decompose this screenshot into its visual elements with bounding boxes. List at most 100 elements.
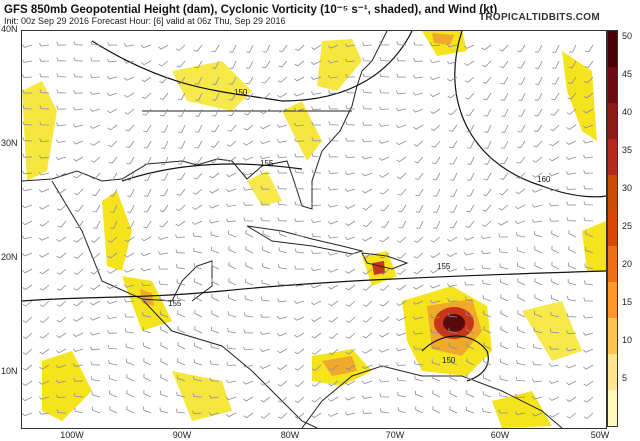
wind-barb	[294, 380, 305, 387]
wind-barb	[379, 332, 390, 338]
wind-barb	[533, 124, 543, 132]
wind-barb	[226, 140, 237, 147]
colorbar-segment	[608, 138, 617, 175]
wind-barb	[361, 155, 373, 160]
wind-barb	[243, 396, 254, 402]
wind-barb	[379, 172, 390, 178]
wind-barb	[143, 342, 152, 350]
wind-barb	[551, 230, 560, 238]
wind-barb	[141, 297, 152, 302]
wind-barb	[531, 395, 543, 400]
wind-barb	[328, 234, 339, 239]
wind-barb	[361, 172, 373, 177]
wind-barb	[246, 44, 254, 53]
wind-barb	[584, 60, 594, 68]
wind-barb	[245, 262, 254, 270]
wind-barb	[498, 409, 509, 414]
wind-barb	[431, 140, 441, 148]
wind-barb	[39, 89, 50, 94]
wind-barb	[534, 261, 543, 270]
wind-barb	[378, 364, 390, 368]
wind-barb	[500, 278, 509, 286]
contour-label: 155	[437, 262, 451, 271]
wind-barb	[226, 172, 237, 178]
wind-barb	[328, 186, 339, 191]
vorticity-patch	[432, 33, 454, 45]
wind-barb	[194, 309, 203, 318]
wind-barb	[260, 201, 271, 206]
wind-barb	[55, 156, 67, 160]
wind-barb	[311, 153, 322, 158]
wind-barb	[123, 60, 135, 64]
wind-barb	[159, 204, 169, 212]
wind-barb	[56, 268, 67, 275]
wind-barb	[550, 311, 560, 318]
wind-barb	[73, 300, 84, 307]
lon-label-50: 50W	[590, 430, 610, 440]
wind-barb	[585, 44, 594, 53]
vorticity-shading	[22, 31, 606, 428]
lat-label-20: 20N	[1, 252, 18, 262]
wind-barb	[531, 204, 543, 208]
wind-barb	[533, 230, 543, 238]
wind-barb	[175, 234, 186, 239]
wind-barb	[466, 390, 475, 398]
wind-barb	[192, 393, 203, 398]
wind-barb	[260, 396, 271, 403]
wind-barb	[277, 201, 288, 206]
wind-barb	[311, 300, 322, 306]
wind-barb	[449, 156, 458, 165]
colorbar-segment	[608, 66, 617, 103]
wind-barb	[277, 396, 288, 403]
wind-barb	[548, 380, 560, 384]
wind-barb	[380, 220, 390, 228]
wind-barb	[260, 92, 271, 100]
wind-barb	[142, 311, 152, 318]
wind-barb	[583, 108, 594, 114]
wind-barb	[211, 246, 220, 254]
wind-barb	[311, 202, 322, 207]
colorbar-segment	[608, 102, 617, 139]
wind-barb	[176, 374, 186, 382]
wind-barb	[362, 252, 373, 259]
wind-barb	[73, 392, 84, 398]
wind-barb	[225, 188, 237, 193]
wind-barb	[244, 295, 254, 302]
wind-barb	[515, 172, 526, 179]
wind-barb	[194, 326, 203, 334]
wind-barb	[362, 284, 373, 291]
wind-barb	[260, 380, 271, 386]
colorbar-tick: 35	[622, 145, 633, 155]
wind-barb	[277, 76, 288, 83]
wind-barb	[159, 295, 169, 302]
wind-barb	[516, 156, 526, 164]
wind-barb	[311, 250, 322, 255]
wind-barb	[567, 279, 577, 286]
wind-barb	[277, 185, 288, 190]
wind-barb	[140, 252, 152, 257]
wind-barb	[39, 348, 50, 355]
wind-barb	[446, 283, 458, 287]
wind-barb	[516, 232, 526, 238]
wind-barb	[211, 293, 220, 302]
wind-barb	[92, 220, 101, 229]
wind-barb	[397, 391, 407, 398]
wind-barb	[160, 124, 169, 133]
wind-barb	[531, 412, 543, 417]
wind-barb	[449, 406, 458, 414]
lat-label-30: 30N	[1, 138, 18, 148]
wind-barb	[345, 252, 356, 258]
vorticity-patch	[172, 61, 252, 111]
wind-barb	[175, 44, 186, 51]
wind-barb	[293, 316, 305, 321]
wind-barb	[327, 268, 339, 273]
wind-barb	[499, 44, 509, 52]
wind-barb	[276, 315, 288, 320]
wind-barb	[568, 60, 577, 69]
wind-barb	[447, 76, 458, 82]
wind-barb	[38, 172, 50, 176]
wind-barb	[228, 76, 237, 85]
wind-barb	[362, 57, 373, 62]
wind-barb	[583, 314, 594, 319]
wind-barb	[209, 188, 220, 194]
